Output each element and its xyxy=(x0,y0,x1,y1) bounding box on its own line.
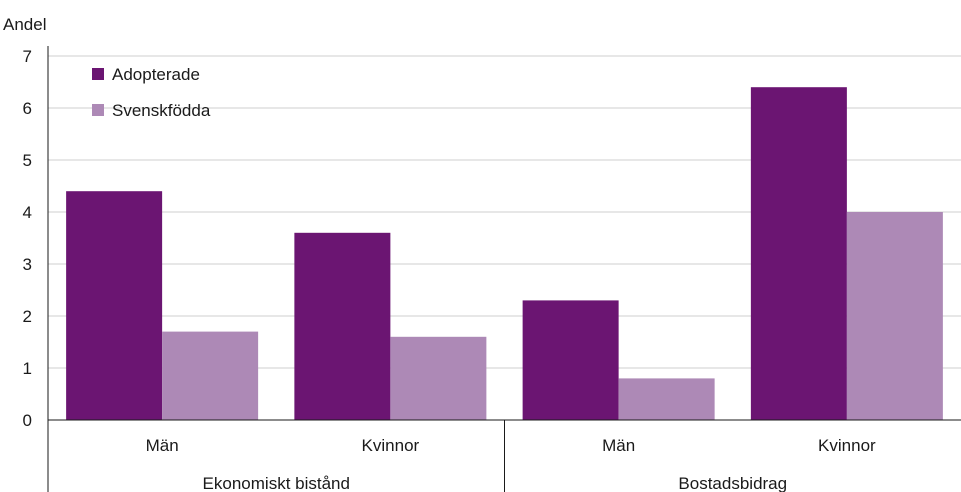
y-tick-label: 2 xyxy=(23,307,32,326)
legend: Adopterade Svenskfödda xyxy=(92,65,211,120)
y-tick-label: 5 xyxy=(23,151,32,170)
bar-adopterade xyxy=(294,232,391,420)
x-category-label: Kvinnor xyxy=(818,436,876,455)
y-tick-label: 3 xyxy=(23,255,32,274)
y-axis-label: Andel xyxy=(3,15,46,34)
group-label: Bostadsbidrag xyxy=(678,474,787,492)
axes xyxy=(47,46,961,492)
legend-swatch xyxy=(92,68,104,80)
gridlines xyxy=(48,55,961,369)
bar-adopterade xyxy=(522,300,619,420)
bar-adopterade xyxy=(66,191,163,420)
y-tick-labels: 0 1 2 3 4 5 6 7 xyxy=(23,47,32,430)
bar-svenskfödda xyxy=(390,336,487,420)
x-category-label: Män xyxy=(602,436,635,455)
x-category-labels: Män Kvinnor Män Kvinnor Ekonomiskt bistånd Bo… xyxy=(146,436,876,492)
y-tick-label: 0 xyxy=(23,411,32,430)
y-tick-label: 1 xyxy=(23,359,32,378)
bar-adopterade xyxy=(750,87,847,420)
legend-swatch xyxy=(92,104,104,116)
y-tick-label: 7 xyxy=(23,47,32,66)
bar-svenskfödda xyxy=(846,212,943,420)
x-category-label: Män xyxy=(146,436,179,455)
bars xyxy=(66,87,943,420)
y-tick-label: 6 xyxy=(23,99,32,118)
bar-svenskfödda xyxy=(618,378,715,420)
y-tick-label: 4 xyxy=(23,203,32,222)
x-category-label: Kvinnor xyxy=(362,436,420,455)
legend-label: Adopterade xyxy=(112,65,200,84)
bar-svenskfödda xyxy=(162,331,259,420)
group-label: Ekonomiskt bistånd xyxy=(203,474,350,492)
legend-label: Svenskfödda xyxy=(112,101,211,120)
